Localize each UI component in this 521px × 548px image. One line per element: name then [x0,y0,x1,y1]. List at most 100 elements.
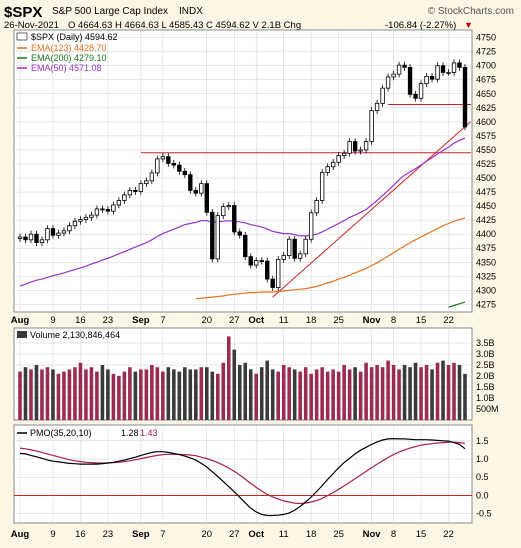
volume-bar [34,365,39,420]
candle-body [424,75,429,85]
volume-bar [199,367,204,420]
volume-bar [259,367,264,420]
price-tick-label: 4550 [476,145,496,155]
watermark: © StockCharts.com [428,6,514,17]
volume-bar [457,365,462,420]
volume-bar [254,373,259,420]
volume-bar [331,369,335,420]
candle-body [56,232,61,236]
candle-body [248,256,253,266]
candle-body [319,172,325,201]
candle-body [105,209,111,212]
pmo-signal-line [19,441,466,505]
date-tick-label: 15 [416,315,427,326]
date-tick-label: 15 [416,529,427,540]
volume-bar [117,376,121,420]
legend-ema50: EMA(50) 4571.08 [31,63,102,73]
volume-tick-label: 3.5B [476,338,495,348]
price-tick-label: 4525 [476,159,496,169]
candle-body [457,62,462,68]
candle-body [325,166,330,173]
volume-bar [226,336,231,420]
volume-bar [413,362,418,420]
candle-body [341,152,347,156]
volume-bar [320,367,324,420]
price-tick-label: 4675 [476,75,496,85]
pmo-value: 1.28 [121,428,139,438]
candle-body [347,141,352,154]
volume-bar [128,367,132,420]
volume-bar [84,369,88,420]
volume-bar [303,367,308,420]
volume-bar [172,369,176,420]
volume-bar [133,371,138,420]
candle-body [281,255,286,260]
volume-bar [408,367,412,420]
date-tick-label: Sep [132,315,150,326]
candle-body [374,102,380,112]
volume-bar [402,365,407,420]
candle-body [358,149,363,152]
candle-body [243,234,248,258]
volume-bar [177,371,182,420]
candle-body [72,220,78,227]
price-panel: 4275 4300 4325 4350 4375 4400 4425 4450 4475 4500… [13,29,496,313]
date-tick-label: 22 [443,315,454,326]
candle-body [155,158,160,174]
volume-bar [161,371,165,420]
price-tick-label: 4400 [476,229,496,239]
pmo-lines [19,437,466,517]
date-tick-label: Oct [248,315,265,326]
candle-body [193,189,198,194]
volume-bar [435,362,440,420]
candle-body [363,141,369,151]
candle-body [352,141,358,152]
date-tick-label: Aug [11,529,30,540]
candle-body [402,64,407,68]
candle-body [122,194,127,201]
price-overlays [19,103,471,308]
volume-bar [155,367,160,420]
candle-body [17,236,23,240]
candle-body [413,93,418,99]
candle-body [221,206,226,217]
candle-body [336,155,341,163]
candle-body [61,230,67,234]
candle-body [226,205,231,208]
volume-bar [106,369,110,420]
price-tick-label: 4650 [476,89,496,99]
candle-body [50,228,56,236]
volume-bar [45,367,50,420]
candle-body [297,253,303,259]
date-tick-label: 25 [333,529,344,540]
ema123-line [195,217,466,300]
price-tick-label: 4625 [476,103,496,113]
candle-body [100,208,105,211]
candle-body [210,211,215,260]
volume-bars [18,336,467,420]
candle-body [369,110,374,142]
volume-tick-label: 1.5B [476,382,495,392]
volume-bar [194,369,198,420]
candle-body [308,212,314,240]
rising-trendline [272,121,471,298]
price-tick-label: 4725 [476,47,496,57]
volume-bar [67,369,72,420]
pmo-tick-label: 0.0 [476,490,489,500]
candle-body [292,238,297,259]
candle-body [446,72,451,74]
date-tick-label: 11 [279,315,289,326]
candle-body [199,183,204,194]
price-axis: 4275 4300 4325 4350 4375 4400 4425 4450 4475 4500… [476,33,496,310]
candle-body [39,239,45,244]
candle-body [127,189,133,196]
pmo-tick-label: -0.5 [476,509,492,519]
candle-body [83,216,89,220]
volume-bar [150,365,154,420]
legend-price-swatch [16,32,28,41]
ema200-line [448,301,466,308]
candle-body [418,83,424,99]
candle-body [182,170,188,176]
candle-body [254,260,259,266]
